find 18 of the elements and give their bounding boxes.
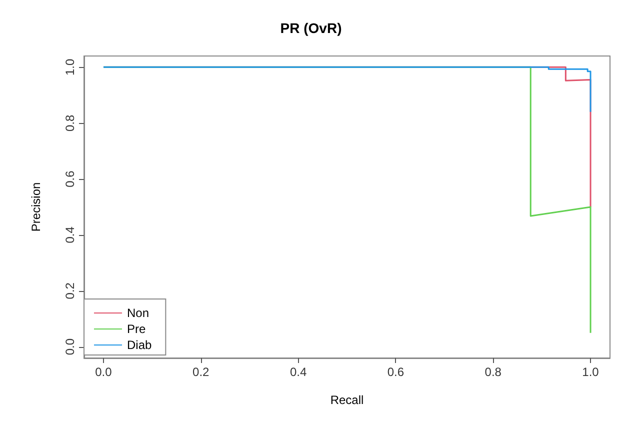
chart-title: PR (OvR): [280, 20, 342, 36]
y-tick-label: 0.2: [63, 282, 77, 300]
x-tick-label: 0.4: [290, 365, 307, 379]
legend-label: Non: [127, 306, 150, 320]
y-tick-label: 0.6: [63, 170, 77, 188]
y-tick-label: 0.8: [63, 114, 77, 132]
y-tick-label: 0.4: [63, 226, 77, 244]
x-tick-label: 0.0: [95, 365, 112, 379]
legend-label: Diab: [127, 338, 152, 352]
x-tick-label: 1.0: [582, 365, 600, 379]
x-tick-label: 0.8: [484, 365, 502, 379]
y-tick-label: 0.0: [63, 338, 77, 356]
y-tick-label: 1.0: [63, 58, 77, 76]
x-tick-label: 0.6: [387, 365, 404, 379]
legend-label: Pre: [127, 322, 146, 336]
y-axis-title: Precision: [29, 182, 43, 232]
x-tick-label: 0.2: [192, 365, 210, 379]
x-axis-title: Recall: [330, 393, 364, 407]
